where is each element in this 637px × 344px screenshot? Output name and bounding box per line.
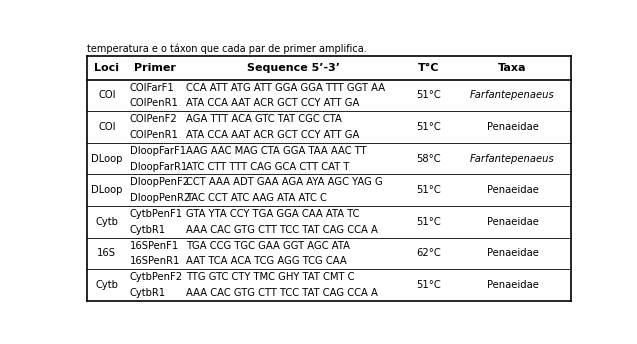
Text: AGA TTT ACA GTC TAT CGC CTA: AGA TTT ACA GTC TAT CGC CTA (186, 114, 342, 124)
Text: 16S: 16S (97, 248, 117, 258)
Text: 62°C: 62°C (417, 248, 441, 258)
Text: Sequence 5’-3’: Sequence 5’-3’ (247, 63, 340, 73)
Text: Farfantepenaeus: Farfantepenaeus (470, 154, 555, 164)
Text: DLoop: DLoop (91, 154, 122, 164)
Text: DloopPenR2: DloopPenR2 (130, 193, 190, 203)
Text: DLoop: DLoop (91, 185, 122, 195)
Text: 16SPenF1: 16SPenF1 (130, 240, 179, 250)
Text: TGA CCG TGC GAA GGT AGC ATA: TGA CCG TGC GAA GGT AGC ATA (186, 240, 350, 250)
Text: COIFarF1: COIFarF1 (130, 83, 175, 93)
Text: AAG AAC MAG CTA GGA TAA AAC TT: AAG AAC MAG CTA GGA TAA AAC TT (186, 146, 367, 156)
Text: ATA CCA AAT ACR GCT CCY ATT GA: ATA CCA AAT ACR GCT CCY ATT GA (186, 130, 360, 140)
Text: COIPenR1: COIPenR1 (130, 98, 178, 108)
Text: ATC CTT TTT CAG GCA CTT CAT T: ATC CTT TTT CAG GCA CTT CAT T (186, 162, 350, 172)
Text: AAT TCA ACA TCG AGG TCG CAA: AAT TCA ACA TCG AGG TCG CAA (186, 256, 347, 266)
Text: Cytb: Cytb (96, 217, 118, 227)
Text: 51°C: 51°C (417, 90, 441, 100)
Text: 16SPenR1: 16SPenR1 (130, 256, 180, 266)
Text: COI: COI (98, 90, 116, 100)
Text: CCT AAA ADT GAA AGA AYA AGC YAG G: CCT AAA ADT GAA AGA AYA AGC YAG G (186, 178, 383, 187)
Text: Penaeidae: Penaeidae (487, 280, 538, 290)
Text: Penaeidae: Penaeidae (487, 217, 538, 227)
Text: DloopFarF1: DloopFarF1 (130, 146, 186, 156)
Text: Penaeidae: Penaeidae (487, 122, 538, 132)
Text: T°C: T°C (418, 63, 440, 73)
Text: 51°C: 51°C (417, 122, 441, 132)
Text: Primer: Primer (134, 63, 176, 73)
Text: TTG GTC CTY TMC GHY TAT CMT C: TTG GTC CTY TMC GHY TAT CMT C (186, 272, 355, 282)
Text: Loci: Loci (94, 63, 119, 73)
Text: AAA CAC GTG CTT TCC TAT CAG CCA A: AAA CAC GTG CTT TCC TAT CAG CCA A (186, 225, 378, 235)
Text: 51°C: 51°C (417, 217, 441, 227)
Text: COIPenR1: COIPenR1 (130, 130, 178, 140)
Text: Penaeidae: Penaeidae (487, 248, 538, 258)
Text: Cytb: Cytb (96, 280, 118, 290)
Text: temperatura e o táxon que cada par de primer amplifica.: temperatura e o táxon que cada par de pr… (87, 43, 367, 54)
Text: CytbR1: CytbR1 (130, 225, 166, 235)
Text: GTA YTA CCY TGA GGA CAA ATA TC: GTA YTA CCY TGA GGA CAA ATA TC (186, 209, 360, 219)
Text: AAA CAC GTG CTT TCC TAT CAG CCA A: AAA CAC GTG CTT TCC TAT CAG CCA A (186, 288, 378, 298)
Text: CCA ATT ATG ATT GGA GGA TTT GGT AA: CCA ATT ATG ATT GGA GGA TTT GGT AA (186, 83, 385, 93)
Text: Taxa: Taxa (498, 63, 527, 73)
Text: COIPenF2: COIPenF2 (130, 114, 178, 124)
Text: DloopFarR1: DloopFarR1 (130, 162, 187, 172)
Text: Farfantepenaeus: Farfantepenaeus (470, 90, 555, 100)
Text: CytbR1: CytbR1 (130, 288, 166, 298)
Text: COI: COI (98, 122, 116, 132)
Text: ATA CCA AAT ACR GCT CCY ATT GA: ATA CCA AAT ACR GCT CCY ATT GA (186, 98, 360, 108)
Text: 51°C: 51°C (417, 280, 441, 290)
Text: TAC CCT ATC AAG ATA ATC C: TAC CCT ATC AAG ATA ATC C (186, 193, 327, 203)
Text: CytbPenF1: CytbPenF1 (130, 209, 183, 219)
Text: CytbPenF2: CytbPenF2 (130, 272, 183, 282)
Text: 58°C: 58°C (417, 154, 441, 164)
Text: Penaeidae: Penaeidae (487, 185, 538, 195)
Text: DloopPenF2: DloopPenF2 (130, 178, 189, 187)
Text: 51°C: 51°C (417, 185, 441, 195)
